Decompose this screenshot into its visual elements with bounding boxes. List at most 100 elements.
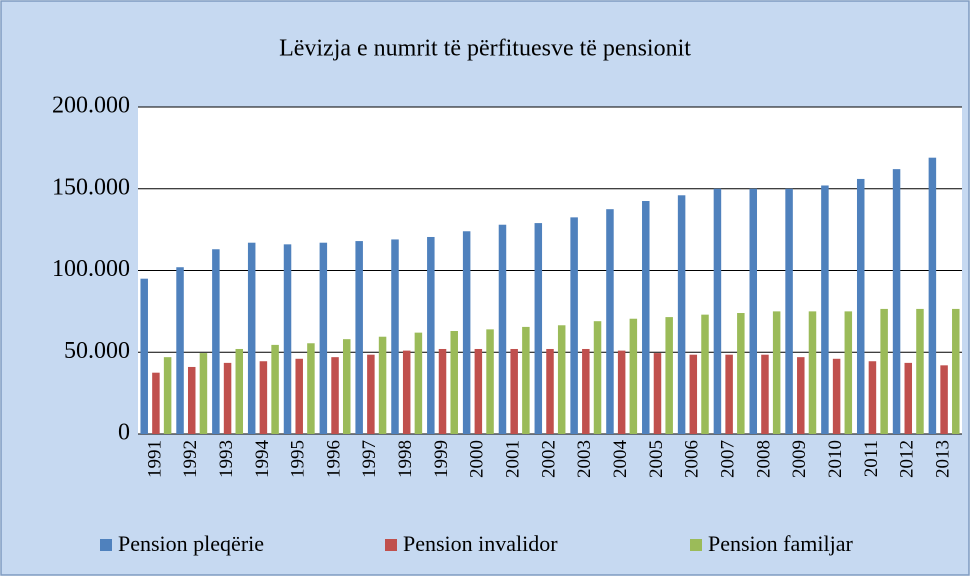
bar xyxy=(367,354,375,434)
bar xyxy=(402,350,411,434)
bar xyxy=(199,353,208,434)
bar xyxy=(797,357,805,434)
bar xyxy=(856,178,865,434)
legend-label: Pension pleqërie xyxy=(118,531,264,556)
bar xyxy=(486,329,494,434)
bar xyxy=(307,343,315,434)
x-tick-label: 2009 xyxy=(789,440,810,478)
bar xyxy=(522,326,530,434)
bar xyxy=(880,308,888,434)
bar xyxy=(570,217,578,434)
bar xyxy=(331,357,339,434)
legend-label: Pension invalidor xyxy=(403,531,558,556)
x-tick-label: 2011 xyxy=(861,440,882,477)
x-tick-label: 2012 xyxy=(897,440,918,478)
bar xyxy=(689,354,698,434)
y-tick-label: 0 xyxy=(118,420,130,446)
bar xyxy=(772,311,781,434)
x-tick-label: 1994 xyxy=(252,440,273,479)
bar xyxy=(176,267,184,434)
bar xyxy=(152,372,160,434)
x-tick-label: 2002 xyxy=(538,440,559,478)
bar xyxy=(629,318,638,434)
x-tick-label: 2003 xyxy=(574,440,595,478)
bar xyxy=(904,362,913,434)
bar xyxy=(462,231,471,434)
x-tick-label: 1997 xyxy=(359,440,380,478)
bar xyxy=(247,242,256,434)
bar xyxy=(725,354,733,434)
x-tick-label: 2000 xyxy=(467,440,488,478)
bar xyxy=(844,311,853,434)
bar xyxy=(868,361,877,434)
bar xyxy=(187,366,196,434)
x-tick-label: 1999 xyxy=(431,440,452,478)
y-tick-label: 100.000 xyxy=(52,256,130,282)
x-tick-label: 1993 xyxy=(216,440,237,478)
y-tick-label: 50.000 xyxy=(64,338,130,364)
bar xyxy=(952,308,960,434)
bar xyxy=(785,188,793,434)
bar xyxy=(283,244,292,434)
bar xyxy=(737,313,745,434)
bar xyxy=(701,314,709,434)
bar xyxy=(295,358,303,434)
x-tick-label: 2010 xyxy=(825,440,846,478)
bar xyxy=(140,278,148,434)
bar xyxy=(940,365,948,434)
x-tick-label: 2007 xyxy=(717,440,738,478)
bar xyxy=(498,224,507,434)
x-tick-label: 1998 xyxy=(395,440,416,478)
bar xyxy=(163,357,172,434)
bar xyxy=(342,339,351,434)
bar xyxy=(761,354,769,434)
x-tick-label: 2006 xyxy=(682,440,703,478)
bar xyxy=(378,336,387,434)
bar xyxy=(546,348,554,434)
bar xyxy=(212,249,220,434)
bar xyxy=(821,185,829,434)
bar xyxy=(808,311,817,434)
x-tick-label: 1992 xyxy=(180,440,201,478)
bar xyxy=(259,361,268,434)
x-tick-label: 2001 xyxy=(503,440,524,478)
bar xyxy=(414,332,423,434)
bar xyxy=(582,348,590,434)
bar xyxy=(593,321,602,434)
bar xyxy=(391,239,399,434)
bar xyxy=(510,348,518,434)
bar xyxy=(665,317,673,434)
bar xyxy=(916,308,924,434)
bar xyxy=(642,201,650,434)
bar xyxy=(892,169,901,434)
x-tick-label: 1995 xyxy=(288,440,309,478)
bar xyxy=(713,188,722,434)
bar xyxy=(235,348,244,434)
bar xyxy=(606,209,614,434)
bar xyxy=(319,242,328,434)
bar xyxy=(223,362,232,434)
bar xyxy=(749,188,758,434)
legend-swatch xyxy=(385,539,397,551)
bar xyxy=(832,358,841,434)
bar xyxy=(677,195,686,434)
x-tick-label: 1996 xyxy=(323,440,344,478)
bar xyxy=(450,330,458,434)
bar xyxy=(653,353,662,434)
legend-swatch xyxy=(100,539,112,551)
bar xyxy=(534,223,543,434)
x-tick-label: 2005 xyxy=(646,440,667,478)
bar xyxy=(271,344,279,434)
bar xyxy=(557,325,566,434)
chart-title: Lëvizja e numrit të përfituesve të pensi… xyxy=(279,36,691,62)
bar xyxy=(427,236,435,434)
y-tick-label: 150.000 xyxy=(52,174,130,200)
y-tick-label: 200.000 xyxy=(52,93,130,119)
bar xyxy=(474,348,483,434)
bar xyxy=(438,348,447,434)
bar xyxy=(617,350,626,434)
legend-swatch xyxy=(690,539,702,551)
x-tick-label: 2013 xyxy=(932,440,953,478)
bar xyxy=(355,241,363,434)
